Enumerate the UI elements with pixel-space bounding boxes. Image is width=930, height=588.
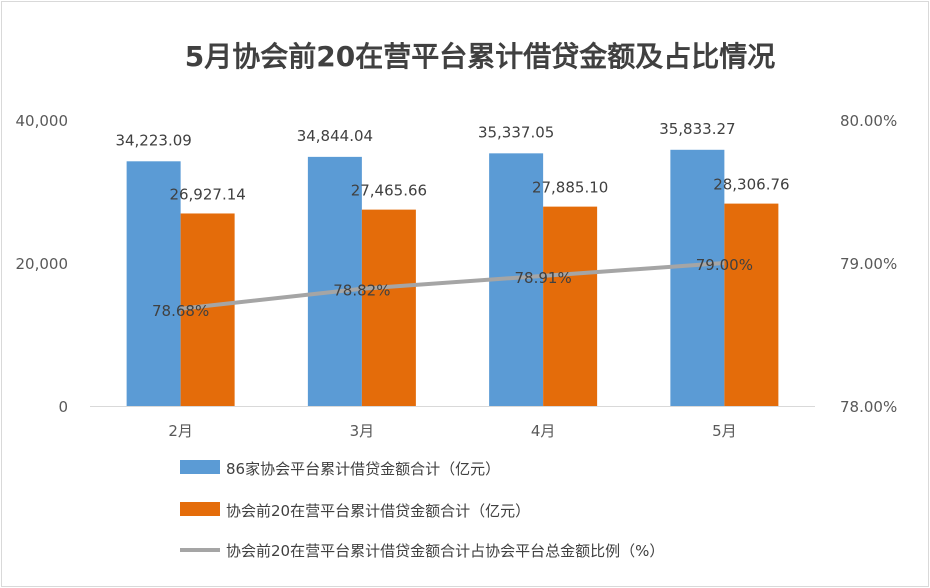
right-axis-tick: 80.00% (840, 112, 897, 130)
x-axis-tick: 2月 (168, 422, 193, 440)
bar-top20-5月 (724, 203, 779, 406)
legend-swatch-top20 (180, 502, 220, 516)
data-label-top20: 27,885.10 (532, 179, 608, 197)
legend-swatch-total (180, 460, 220, 474)
bar-top20-4月 (543, 206, 598, 406)
x-axis-tick: 4月 (531, 422, 556, 440)
data-label-total: 35,337.05 (478, 123, 554, 141)
bar-total-2月 (126, 161, 181, 406)
x-axis-tick: 3月 (350, 422, 375, 440)
data-label-total: 34,844.04 (297, 127, 373, 145)
data-label-top20: 27,465.66 (351, 182, 427, 200)
data-label-ratio: 78.68% (152, 302, 209, 320)
data-label-top20: 28,306.76 (713, 176, 789, 194)
legend-label: 协会前20在营平台累计借贷金额合计（亿元） (226, 502, 530, 520)
left-axis-tick: 20,000 (16, 255, 69, 273)
data-label-top20: 26,927.14 (169, 185, 245, 203)
left-axis-tick: 40,000 (16, 112, 69, 130)
data-label-ratio: 78.91% (515, 269, 572, 287)
x-axis-tick: 5月 (712, 422, 737, 440)
bar-total-5月 (670, 149, 725, 406)
data-label-total: 35,833.27 (659, 120, 735, 138)
legend-label: 86家协会平台累计借贷金额合计（亿元） (226, 460, 500, 478)
bar-total-3月 (307, 156, 362, 406)
right-axis-tick: 79.00% (840, 255, 897, 273)
data-label-total: 34,223.09 (115, 131, 191, 149)
chart-title: 5月协会前20在营平台累计借贷金额及占比情况 (185, 40, 775, 73)
ratio-line (180, 261, 725, 311)
data-label-ratio: 79.00% (696, 256, 753, 274)
left-axis-tick: 0 (58, 398, 68, 416)
data-label-ratio: 78.82% (333, 282, 390, 300)
legend-label: 协会前20在营平台累计借贷金额合计占协会平台总金额比例（%） (226, 542, 664, 560)
right-axis-tick: 78.00% (840, 398, 897, 416)
bar-top20-3月 (361, 209, 416, 406)
